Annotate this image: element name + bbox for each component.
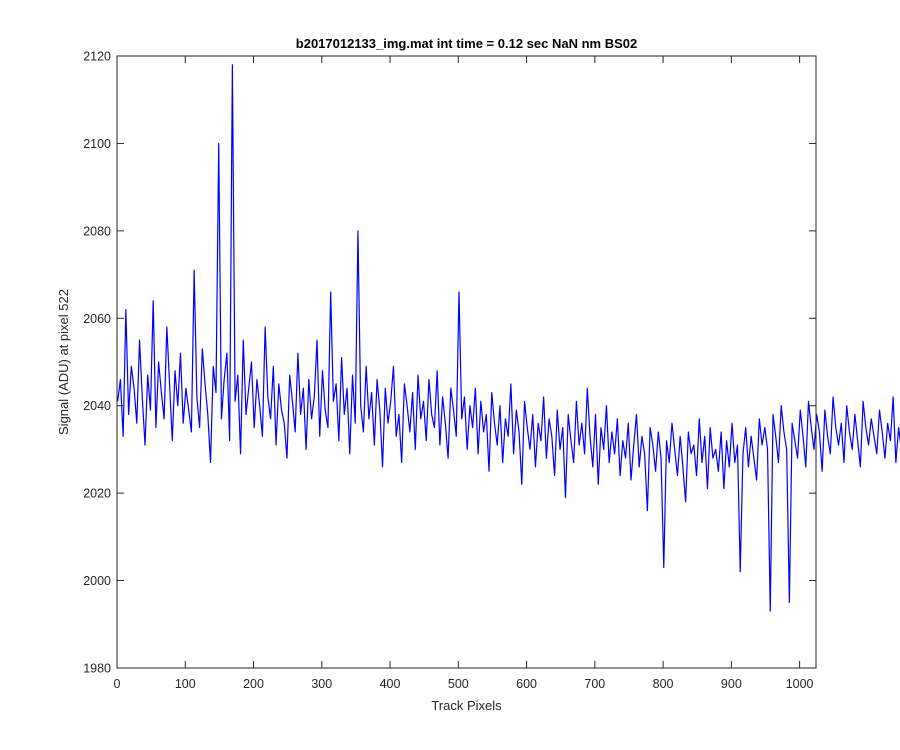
y-tick-label: 2100	[83, 137, 111, 151]
y-tick-label: 2020	[83, 487, 111, 501]
series-line	[117, 64, 900, 612]
y-tick-label: 1980	[83, 662, 111, 676]
y-axis-label: Signal (ADU) at pixel 522	[56, 289, 71, 435]
y-tick-label: 2000	[83, 574, 111, 588]
series-layer	[117, 64, 900, 612]
x-tick-label: 300	[311, 677, 332, 691]
x-tick-label: 900	[721, 677, 742, 691]
chart-title: b2017012133_img.mat int time = 0.12 sec …	[296, 36, 637, 51]
x-tick-label: 200	[243, 677, 264, 691]
x-tick-label: 500	[448, 677, 469, 691]
x-tick-label: 0	[114, 677, 121, 691]
y-tick-label: 2120	[83, 50, 111, 64]
y-tick-label: 2080	[83, 224, 111, 238]
plot-area	[117, 56, 816, 668]
x-tick-label: 800	[653, 677, 674, 691]
x-axis-label: Track Pixels	[431, 698, 502, 713]
x-tick-label: 1000	[786, 677, 814, 691]
ticks-layer: 0 100 200 300 400 500 600 700 800 900 1000 1980 2000…	[83, 50, 816, 691]
y-tick-label: 2060	[83, 312, 111, 326]
y-tick-label: 2040	[83, 399, 111, 413]
x-tick-label: 400	[380, 677, 401, 691]
x-tick-label: 700	[584, 677, 605, 691]
axes-box	[116, 55, 817, 669]
x-tick-label: 100	[175, 677, 196, 691]
x-tick-label: 600	[516, 677, 537, 691]
